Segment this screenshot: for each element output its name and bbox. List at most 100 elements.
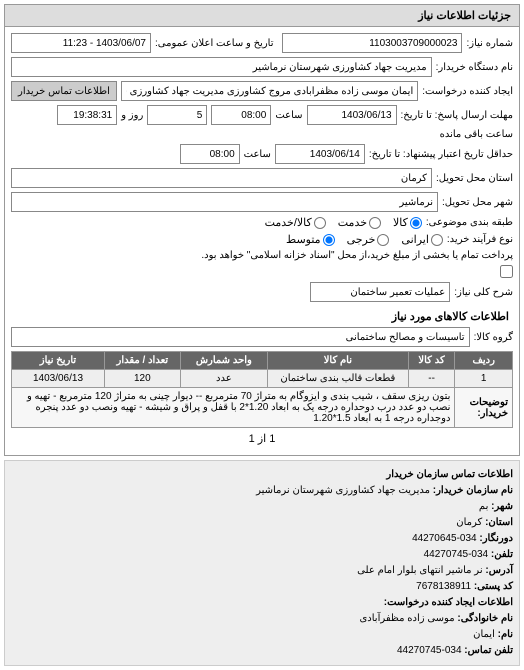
pager-row: 1 از 1 [11, 432, 513, 445]
contact-line-addr: آدرس: نر ماشیر انتهای بلوار امام علی [11, 563, 513, 579]
radio-kala[interactable]: کالا [393, 216, 422, 229]
shahr-input[interactable] [11, 192, 438, 212]
c-tel-label: تلفن: [491, 549, 513, 560]
th-vahed: واحد شمارش [180, 352, 267, 370]
saat-label-2: ساعت [244, 149, 271, 160]
contact-line-shahr: شهر: بم [11, 499, 513, 515]
elan-label: تاریخ و ساعت اعلان عمومی: [155, 38, 274, 49]
radio-irani[interactable]: ایرانی [401, 233, 442, 246]
row-shahr: شهر محل تحویل: [11, 192, 513, 212]
group-label: گروه کالا: [474, 332, 513, 343]
hadaghal-date-input[interactable] [275, 144, 365, 164]
c-nam-label: نام: [498, 629, 513, 640]
row-tabaghe: طبقه بندی موضوعی: کالا خدمت کالا/خدمت [11, 216, 513, 229]
c-dornegar-label: دورنگار: [479, 533, 513, 544]
shahr-label: شهر محل تحویل: [442, 197, 513, 208]
radio-khadamat-input[interactable] [369, 217, 381, 229]
c-ostan-value: کرمان [456, 517, 482, 528]
contact-line-ostan: استان: کرمان [11, 515, 513, 531]
contact-line-tel2: تلفن تماس: 034-44270745 [11, 643, 513, 659]
main-panel: جزئیات اطلاعات نیاز شماره نیاز: تاریخ و … [4, 4, 520, 456]
radio-khareji[interactable]: خرجی [347, 233, 390, 246]
contact-line-nam: نام: ایمان [11, 627, 513, 643]
td-vahed: عدد [180, 370, 267, 388]
checkbox-esnad[interactable] [500, 265, 513, 278]
panel-title: جزئیات اطلاعات نیاز [5, 5, 519, 27]
baghi-input[interactable] [57, 105, 117, 125]
radio-kk-input[interactable] [314, 217, 326, 229]
c-shahr-value: بم [479, 501, 488, 512]
tamas-kharidar-button[interactable]: اطلاعات تماس خریدار [11, 81, 117, 101]
row-hadaghal: حداقل تاریخ اعتبار پیشنهاد: تا تاریخ: سا… [11, 144, 513, 164]
contact-line-tel: تلفن: 034-44270745 [11, 547, 513, 563]
kala-section-title: اطلاعات کالاهای مورد نیاز [15, 310, 509, 323]
ijad-input[interactable] [121, 81, 418, 101]
contact-line-name: نام سازمان خریدار: مدیریت جهاد کشاورزی ش… [11, 483, 513, 499]
table-row: 1 -- قطعات قالب بندی ساختمان عدد 120 140… [12, 370, 513, 388]
td-desc-label: توضیحات خریدار: [455, 388, 513, 428]
group-input[interactable] [11, 327, 470, 347]
sharh-input[interactable] [310, 282, 450, 302]
c-name-value: مدیریت جهاد کشاورزی شهرستان نرماشیر [256, 485, 430, 496]
row-shomare: شماره نیاز: تاریخ و ساعت اعلان عمومی: [11, 33, 513, 53]
baghi-label: ساعت باقی مانده [440, 129, 513, 140]
dastgah-input[interactable] [11, 57, 432, 77]
contact-title: اطلاعات تماس سازمان خریدار [11, 467, 513, 483]
td-nam: قطعات قالب بندی ساختمان [267, 370, 408, 388]
elan-input[interactable] [11, 33, 151, 53]
mohlat-label: مهلت ارسال پاسخ: تا تاریخ: [401, 110, 513, 121]
radio-motevaset-label: متوسط [286, 233, 321, 246]
c-tel2-value: 034-44270745 [397, 645, 462, 656]
hadaghal-label: حداقل تاریخ اعتبار پیشنهاد: تا تاریخ: [369, 149, 513, 160]
pager-text: 1 از 1 [249, 432, 276, 445]
td-desc-text: بتون ریزی سقف ، شیب بندی و ایزوگام به مت… [12, 388, 455, 428]
th-nam: نام کالا [267, 352, 408, 370]
table-header-row: ردیف کد کالا نام کالا واحد شمارش تعداد /… [12, 352, 513, 370]
row-ijad: ایجاد کننده درخواست: اطلاعات تماس خریدار [11, 81, 513, 101]
row-sharh: شرح کلی نیاز: [11, 282, 513, 302]
rooz-label: روز و [121, 110, 143, 121]
td-tedad: 120 [104, 370, 180, 388]
panel-body: شماره نیاز: تاریخ و ساعت اعلان عمومی: نا… [5, 27, 519, 455]
dastgah-label: نام دستگاه خریدار: [436, 62, 513, 73]
radio-kk-label: کالا/خدمت [265, 216, 312, 229]
radio-kala-input[interactable] [410, 217, 422, 229]
c-dornegar-value: 034-44270645 [412, 533, 477, 544]
sharh-label: شرح کلی نیاز: [454, 287, 513, 298]
c-kodposti-value: 7678138911 [416, 581, 471, 592]
radio-kala-label: کالا [393, 216, 408, 229]
c-fam-value: موسی زاده مظفرآبادی [359, 613, 454, 624]
th-tedad: تعداد / مقدار [104, 352, 180, 370]
th-radif: ردیف [455, 352, 513, 370]
c-addr-label: آدرس: [485, 565, 513, 576]
rooz-input[interactable] [147, 105, 207, 125]
ostan-input[interactable] [11, 168, 432, 188]
radio-motevaset[interactable]: متوسط [286, 233, 335, 246]
th-tarikh: تاریخ نیاز [12, 352, 105, 370]
c-nam-value: ایمان [473, 629, 495, 640]
radio-motevaset-input[interactable] [323, 234, 335, 246]
mohlat-date-input[interactable] [307, 105, 397, 125]
radio-irani-label: ایرانی [401, 233, 428, 246]
saat-label-1: ساعت [275, 110, 302, 121]
shomare-input[interactable] [282, 33, 462, 53]
radio-khareji-label: خرجی [347, 233, 376, 246]
radio-khareji-input[interactable] [377, 234, 389, 246]
row-ostan: استان محل تحویل: [11, 168, 513, 188]
contact-line-kodposti: کد پستی: 7678138911 [11, 579, 513, 595]
c-tel-value: 034-44270745 [424, 549, 489, 560]
row-faraind: نوع فرآیند خرید: ایرانی خرجی متوسط پرداخ… [11, 233, 513, 261]
hadaghal-time-input[interactable] [180, 144, 240, 164]
contact-box: اطلاعات تماس سازمان خریدار نام سازمان خر… [4, 460, 520, 666]
radio-khadamat[interactable]: خدمت [338, 216, 381, 229]
radio-irani-input[interactable] [431, 234, 443, 246]
c-name-label: نام سازمان خریدار: [433, 485, 513, 496]
contact-line-dornegar: دورنگار: 034-44270645 [11, 531, 513, 547]
th-kod: کد کالا [408, 352, 455, 370]
row-checkbox [11, 265, 513, 278]
table-desc-row: توضیحات خریدار: بتون ریزی سقف ، شیب بندی… [12, 388, 513, 428]
td-tarikh: 1403/06/13 [12, 370, 105, 388]
mohlat-time-input[interactable] [211, 105, 271, 125]
radio-kala-khadamat[interactable]: کالا/خدمت [265, 216, 326, 229]
c-ostan-label: استان: [485, 517, 513, 528]
